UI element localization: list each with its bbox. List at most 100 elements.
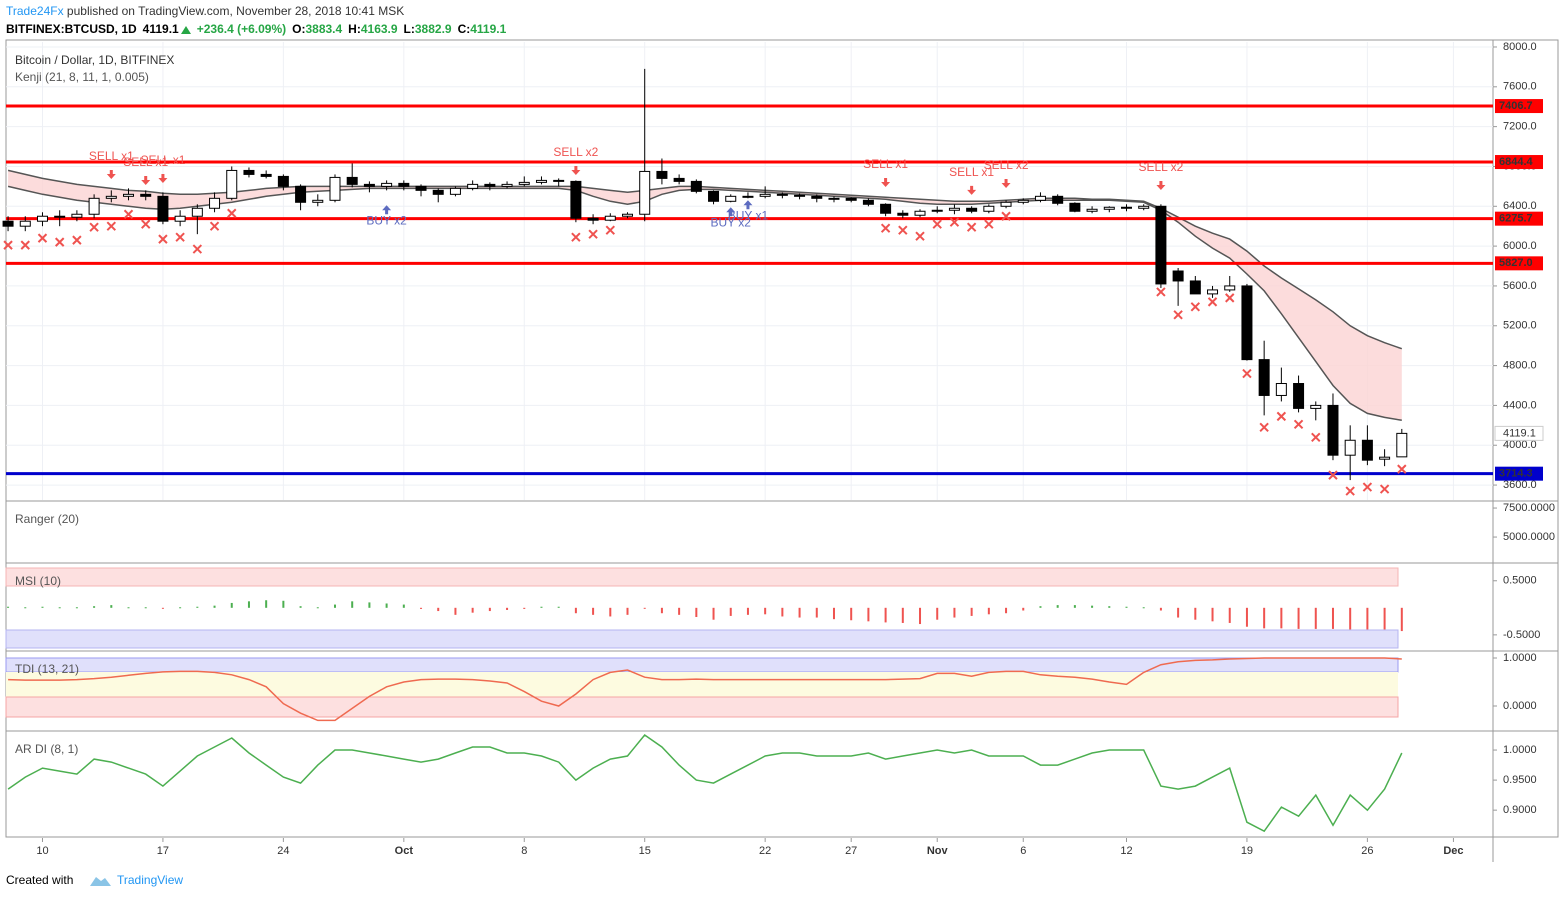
msi-bar bbox=[1142, 607, 1145, 609]
close-label: C: bbox=[458, 22, 471, 36]
chart-subtitle: Kenji (21, 8, 11, 1, 0.005) bbox=[15, 70, 149, 84]
footer-brand[interactable]: TradingView bbox=[117, 873, 183, 887]
candle-body bbox=[484, 183, 496, 187]
candle-body bbox=[983, 205, 995, 212]
last-price: 4119.1 bbox=[143, 22, 179, 36]
msi-bar bbox=[987, 607, 990, 615]
candle-body bbox=[639, 170, 651, 215]
msi-bar bbox=[488, 607, 491, 612]
candle-body bbox=[725, 195, 737, 202]
candle-body bbox=[966, 207, 978, 212]
msi-bar bbox=[643, 607, 646, 609]
msi-bar bbox=[919, 607, 922, 625]
kenji-upper bbox=[7, 169, 1403, 350]
msi-bar bbox=[798, 607, 801, 618]
level-label: 7406.7 bbox=[1499, 100, 1533, 112]
candle-body bbox=[604, 215, 616, 221]
msi-bar bbox=[1349, 607, 1352, 630]
sell-arrow bbox=[1156, 180, 1166, 190]
candle-body bbox=[381, 182, 393, 187]
candle-body bbox=[553, 179, 565, 182]
msi-bar bbox=[1383, 607, 1386, 630]
candle-body bbox=[673, 177, 685, 182]
up-triangle bbox=[181, 26, 191, 34]
level-label: 3714.3 bbox=[1499, 468, 1533, 480]
sell-cross bbox=[898, 225, 908, 235]
x-tick-label: 8 bbox=[521, 845, 527, 857]
published: published on TradingView.com, November 2… bbox=[64, 4, 405, 18]
candle-body bbox=[1120, 206, 1132, 209]
sell-arrow bbox=[571, 166, 581, 176]
candle-body bbox=[656, 170, 668, 179]
msi-bar bbox=[712, 607, 715, 620]
chart-title: Bitcoin / Dollar, 1D, BITFINEX bbox=[15, 53, 174, 67]
msi-bar bbox=[1400, 607, 1403, 632]
candle-body bbox=[1103, 206, 1115, 210]
candle-body bbox=[449, 187, 461, 195]
sell-arrow bbox=[881, 177, 891, 187]
candle-body bbox=[1017, 199, 1029, 203]
y-tick-label: 7200.0 bbox=[1503, 121, 1537, 133]
msi-bar bbox=[1194, 607, 1197, 620]
candle-body bbox=[1086, 208, 1098, 212]
candle-body bbox=[1069, 202, 1081, 212]
candle-body bbox=[518, 181, 530, 185]
candle-body bbox=[467, 183, 479, 189]
close-value: 4119.1 bbox=[470, 22, 506, 36]
candle-body bbox=[1000, 201, 1012, 207]
sell-cross bbox=[1001, 211, 1011, 221]
x-tick-label: 26 bbox=[1361, 845, 1373, 857]
sell-cross bbox=[1362, 482, 1373, 492]
sell-cross bbox=[72, 235, 82, 245]
candle-body bbox=[54, 215, 66, 218]
msi-bar bbox=[1073, 605, 1076, 608]
candle-body bbox=[690, 180, 702, 192]
candle-body bbox=[1344, 439, 1356, 456]
candle-body bbox=[329, 176, 341, 201]
candle-body bbox=[948, 207, 960, 211]
candle-body bbox=[1034, 195, 1046, 201]
sell-cross bbox=[106, 221, 117, 231]
y-tick-label: 5000.0000 bbox=[1503, 531, 1555, 543]
msi-bar bbox=[230, 602, 233, 608]
msi-bar bbox=[316, 607, 319, 609]
candle-body bbox=[1361, 439, 1373, 461]
msi-bar bbox=[402, 604, 405, 608]
candle-body bbox=[363, 183, 375, 187]
indicator-title: MSI (10) bbox=[15, 574, 61, 588]
x-tick-label: 17 bbox=[157, 845, 169, 857]
symbol-line: BITFINEX:BTCUSD, 1D 4119.1 +236.4 (+6.09%)… bbox=[6, 22, 507, 36]
candle-body bbox=[88, 197, 100, 215]
candle-body bbox=[1310, 404, 1322, 409]
y-tick-label: 7600.0 bbox=[1503, 81, 1537, 93]
msi-bar bbox=[1005, 607, 1008, 614]
candle-body bbox=[432, 189, 444, 195]
msi-bar bbox=[746, 607, 749, 615]
sell-label: SELL x1 bbox=[949, 165, 994, 179]
sell-cross bbox=[1276, 411, 1287, 422]
x-tick-label: Oct bbox=[395, 845, 414, 857]
candle-body bbox=[1396, 432, 1408, 458]
msi-bar bbox=[247, 601, 250, 608]
candle-body bbox=[535, 179, 547, 183]
msi-bar bbox=[1159, 607, 1162, 611]
sell-cross bbox=[123, 209, 134, 219]
y-tick-label: 0.9000 bbox=[1503, 804, 1537, 816]
msi-bar bbox=[1314, 607, 1317, 629]
sell-cross bbox=[932, 219, 942, 229]
sell-cross bbox=[1207, 297, 1218, 307]
buy-arrow bbox=[382, 205, 392, 215]
msi-bar bbox=[437, 607, 440, 612]
msi-bar bbox=[1108, 606, 1111, 608]
msi-bar bbox=[678, 607, 681, 615]
sell-cross bbox=[949, 217, 960, 227]
candle-body bbox=[862, 199, 874, 205]
msi-bar bbox=[1228, 607, 1231, 623]
msi-bar bbox=[1331, 607, 1334, 629]
msi-bar bbox=[815, 607, 818, 618]
sell-label: SELL x1 bbox=[89, 149, 134, 163]
sell-cross bbox=[915, 231, 925, 241]
candle-body bbox=[19, 220, 31, 227]
msi-bar bbox=[867, 607, 870, 622]
